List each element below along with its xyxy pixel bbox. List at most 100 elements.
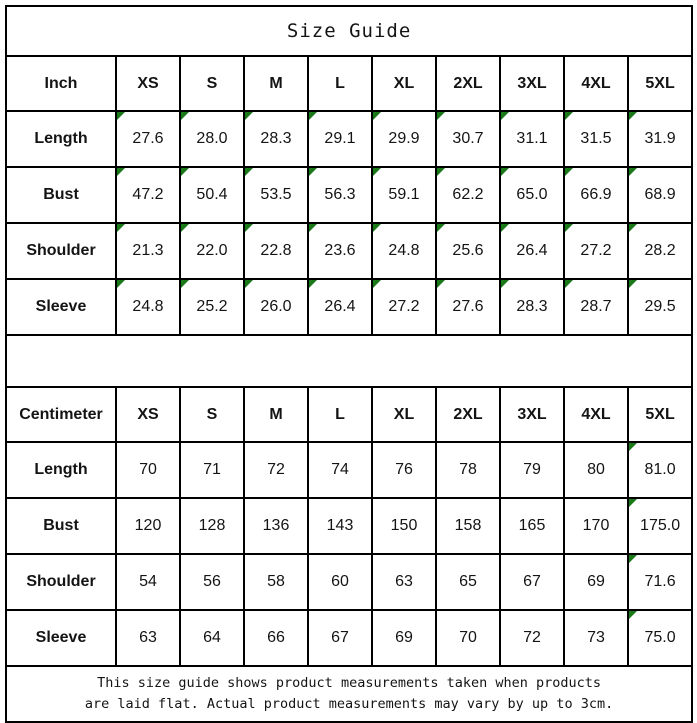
unit-header: Centimeter	[5, 386, 117, 443]
measure-value: 63	[371, 553, 437, 611]
measure-label-bust: Bust	[5, 497, 117, 555]
measure-value: 128	[179, 497, 245, 555]
measure-value: 81.0	[626, 441, 694, 499]
page-title: Size Guide	[4, 5, 694, 57]
size-header-2xl: 2XL	[435, 55, 501, 112]
measure-value: 76	[371, 441, 437, 499]
size-guide-panel: Size Guide Inch XS S M L XL 2XL 3XL 4XL 5XL Length 2…	[4, 5, 694, 723]
table-row: Shoulder 21.3 22.0 22.8 23.6 24.8 25.6 26.4 27.2…	[5, 222, 694, 280]
measure-value: 25.2	[179, 278, 245, 336]
green-corner-flag-icon	[117, 168, 125, 176]
measure-value: 21.3	[115, 222, 181, 280]
table-row: Length 27.6 28.0 28.3 29.1 29.9 30.7 31.1 31.5 31…	[5, 110, 694, 168]
green-corner-flag-icon	[501, 112, 509, 120]
green-corner-flag-icon	[245, 112, 253, 120]
size-header-s: S	[179, 55, 245, 112]
green-corner-flag-icon	[629, 224, 637, 232]
green-corner-flag-icon	[181, 224, 189, 232]
size-header-5xl: 5XL	[626, 55, 694, 112]
measure-value: 70	[115, 441, 181, 499]
size-header-m: M	[243, 55, 309, 112]
green-corner-flag-icon	[629, 168, 637, 176]
green-corner-flag-icon	[245, 224, 253, 232]
size-header-m: M	[243, 386, 309, 443]
measure-value: 170	[563, 497, 629, 555]
green-corner-flag-icon	[565, 224, 573, 232]
green-corner-flag-icon	[565, 168, 573, 176]
measure-value: 79	[499, 441, 565, 499]
table-row: Sleeve 24.8 25.2 26.0 26.4 27.2 27.6 28.3 28.7 29…	[5, 278, 694, 336]
measure-value: 66.9	[563, 166, 629, 224]
measure-value: 72	[243, 441, 309, 499]
table-row: Bust 47.2 50.4 53.5 56.3 59.1 62.2 65.0 66.9 68.9	[5, 166, 694, 224]
measure-value: 56.3	[307, 166, 373, 224]
measure-label-shoulder: Shoulder	[5, 553, 117, 611]
note-line: This size guide shows product measuremen…	[97, 675, 602, 691]
measure-value: 28.3	[243, 110, 309, 168]
header-row-inch: Inch XS S M L XL 2XL 3XL 4XL 5XL	[5, 55, 694, 112]
green-corner-flag-icon	[373, 280, 381, 288]
measure-value: 74	[307, 441, 373, 499]
green-corner-flag-icon	[565, 280, 573, 288]
measure-value: 30.7	[435, 110, 501, 168]
green-corner-flag-icon	[437, 224, 445, 232]
green-corner-flag-icon	[629, 611, 637, 619]
header-row-centimeter: Centimeter XS S M L XL 2XL 3XL 4XL 5XL	[5, 386, 694, 443]
measure-value: 67	[307, 609, 373, 667]
measure-label-sleeve: Sleeve	[5, 609, 117, 667]
green-corner-flag-icon	[309, 168, 317, 176]
green-corner-flag-icon	[117, 224, 125, 232]
measure-value: 54	[115, 553, 181, 611]
measure-value: 150	[371, 497, 437, 555]
table-spacer	[4, 334, 694, 388]
measure-value: 60	[307, 553, 373, 611]
measure-value: 28.0	[179, 110, 245, 168]
measure-value: 64	[179, 609, 245, 667]
green-corner-flag-icon	[629, 443, 637, 451]
measure-value: 66	[243, 609, 309, 667]
green-corner-flag-icon	[373, 224, 381, 232]
measure-value: 26.4	[307, 278, 373, 336]
size-header-4xl: 4XL	[563, 55, 629, 112]
measure-value: 26.4	[499, 222, 565, 280]
size-header-4xl: 4XL	[563, 386, 629, 443]
table-row: Shoulder 54 56 58 60 63 65 67 69 71.6	[5, 553, 694, 611]
table-spacer-row	[4, 334, 694, 388]
green-corner-flag-icon	[181, 280, 189, 288]
measure-value: 56	[179, 553, 245, 611]
green-corner-flag-icon	[501, 224, 509, 232]
measure-value: 62.2	[435, 166, 501, 224]
size-header-xs: XS	[115, 55, 181, 112]
size-header-3xl: 3XL	[499, 55, 565, 112]
measure-value: 71	[179, 441, 245, 499]
green-corner-flag-icon	[117, 280, 125, 288]
table-row: Length 70 71 72 74 76 78 79 80 81.0	[5, 441, 694, 499]
measure-value: 24.8	[371, 222, 437, 280]
size-header-xl: XL	[371, 386, 437, 443]
measure-value: 69	[563, 553, 629, 611]
measure-value: 80	[563, 441, 629, 499]
measure-value: 27.6	[115, 110, 181, 168]
green-corner-flag-icon	[181, 112, 189, 120]
measure-value: 31.9	[626, 110, 694, 168]
measure-value: 29.5	[626, 278, 694, 336]
size-header-xs: XS	[115, 386, 181, 443]
size-header-xl: XL	[371, 55, 437, 112]
measure-value: 29.9	[371, 110, 437, 168]
table-row: Bust 120 128 136 143 150 158 165 170 175.0	[5, 497, 694, 555]
measure-value: 59.1	[371, 166, 437, 224]
measure-value: 136	[243, 497, 309, 555]
measure-value: 22.8	[243, 222, 309, 280]
green-corner-flag-icon	[309, 224, 317, 232]
size-header-5xl: 5XL	[626, 386, 694, 443]
green-corner-flag-icon	[437, 168, 445, 176]
green-corner-flag-icon	[373, 112, 381, 120]
green-corner-flag-icon	[181, 168, 189, 176]
note-row: This size guide shows product measuremen…	[4, 665, 694, 723]
measure-value: 27.6	[435, 278, 501, 336]
measure-value: 65.0	[499, 166, 565, 224]
title-row: Size Guide	[4, 5, 694, 57]
measure-value: 73	[563, 609, 629, 667]
measure-value: 75.0	[626, 609, 694, 667]
green-corner-flag-icon	[437, 280, 445, 288]
